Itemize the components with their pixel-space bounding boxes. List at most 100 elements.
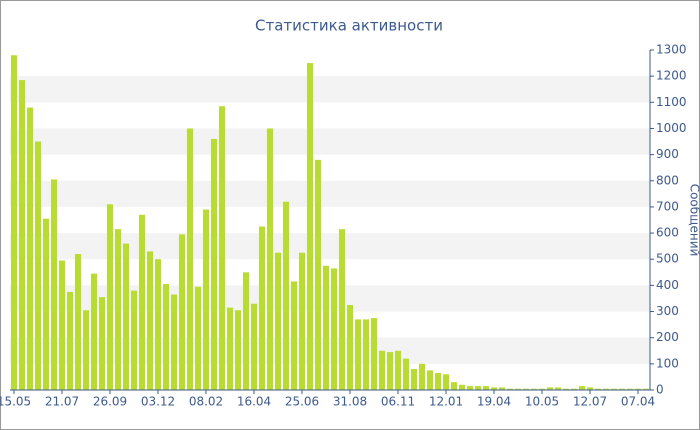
bar bbox=[194, 286, 202, 390]
bar bbox=[594, 388, 602, 390]
y-tick-label: 400 bbox=[656, 278, 679, 292]
bar bbox=[610, 388, 618, 390]
bar bbox=[242, 272, 250, 390]
bar bbox=[202, 209, 210, 390]
bar bbox=[122, 243, 130, 390]
bar bbox=[66, 291, 74, 390]
bar bbox=[386, 352, 394, 390]
bar bbox=[290, 281, 298, 390]
y-axis-title: Сообщений bbox=[688, 184, 700, 257]
bar bbox=[634, 388, 642, 390]
bar bbox=[322, 265, 330, 390]
bar bbox=[170, 294, 178, 390]
bar bbox=[418, 363, 426, 390]
bar bbox=[474, 386, 482, 390]
bar bbox=[178, 234, 186, 390]
grid-band bbox=[10, 180, 650, 207]
bar bbox=[642, 388, 650, 390]
bar bbox=[442, 374, 450, 390]
bar bbox=[58, 260, 66, 390]
bar bbox=[426, 370, 434, 390]
bar bbox=[466, 386, 474, 390]
y-tick-label: 500 bbox=[656, 252, 679, 266]
grid-band bbox=[10, 285, 650, 312]
bar bbox=[98, 297, 106, 390]
x-tick-label: 03.12 bbox=[141, 395, 175, 409]
bar bbox=[554, 387, 562, 390]
x-tick-label: 12.01 bbox=[429, 395, 463, 409]
y-tick-label: 800 bbox=[656, 173, 679, 187]
bar bbox=[282, 201, 290, 390]
grid-band bbox=[10, 337, 650, 364]
bar bbox=[410, 369, 418, 390]
bar bbox=[42, 218, 50, 390]
x-tick-label: 31.08 bbox=[333, 395, 367, 409]
bar bbox=[10, 55, 18, 390]
bar bbox=[354, 319, 362, 390]
bar bbox=[626, 388, 634, 390]
bar bbox=[266, 128, 274, 390]
y-tick-label: 1200 bbox=[656, 69, 687, 83]
bar bbox=[258, 226, 266, 390]
y-tick-label: 600 bbox=[656, 226, 679, 240]
y-tick-label: 100 bbox=[656, 356, 679, 370]
bar bbox=[234, 310, 242, 390]
bar bbox=[346, 305, 354, 390]
bar bbox=[578, 386, 586, 390]
bar bbox=[394, 350, 402, 390]
bar bbox=[458, 384, 466, 390]
bar bbox=[434, 373, 442, 390]
bar bbox=[162, 284, 170, 390]
bar bbox=[146, 251, 154, 390]
bar bbox=[370, 318, 378, 390]
y-tick-label: 300 bbox=[656, 304, 679, 318]
bar bbox=[106, 204, 114, 390]
x-tick-label: 15.05 bbox=[0, 395, 31, 409]
bar bbox=[306, 63, 314, 390]
y-tick-label: 700 bbox=[656, 199, 679, 213]
bar bbox=[602, 388, 610, 390]
bar bbox=[450, 382, 458, 390]
bar bbox=[498, 387, 506, 390]
bar bbox=[570, 388, 578, 390]
bar bbox=[34, 141, 42, 390]
bar bbox=[74, 254, 82, 390]
x-tick-label: 26.09 bbox=[93, 395, 127, 409]
bar bbox=[546, 387, 554, 390]
bar bbox=[490, 387, 498, 390]
x-tick-label: 07.04 bbox=[621, 395, 655, 409]
x-tick-label: 25.06 bbox=[285, 395, 319, 409]
bar bbox=[330, 268, 338, 390]
bar bbox=[530, 388, 538, 390]
x-tick-label: 08.02 bbox=[189, 395, 223, 409]
bar bbox=[82, 310, 90, 390]
y-tick-label: 900 bbox=[656, 147, 679, 161]
chart-title: Статистика активности bbox=[255, 17, 443, 35]
y-tick-label: 1000 bbox=[656, 121, 687, 135]
bar bbox=[114, 229, 122, 390]
x-tick-label: 19.04 bbox=[477, 395, 511, 409]
bar bbox=[50, 179, 58, 390]
x-tick-label: 10.05 bbox=[525, 395, 559, 409]
bar bbox=[338, 229, 346, 390]
x-tick-label: 12.07 bbox=[573, 395, 607, 409]
bar bbox=[586, 387, 594, 390]
bar bbox=[618, 388, 626, 390]
bar bbox=[226, 307, 234, 390]
grid-band bbox=[10, 128, 650, 155]
bar bbox=[378, 350, 386, 390]
y-tick-label: 1100 bbox=[656, 95, 687, 109]
x-tick-label: 21.07 bbox=[45, 395, 79, 409]
bar bbox=[154, 259, 162, 390]
bar bbox=[298, 252, 306, 390]
bar bbox=[482, 386, 490, 390]
x-tick-label: 06.11 bbox=[381, 395, 415, 409]
bar bbox=[250, 303, 258, 390]
grid-band bbox=[10, 76, 650, 103]
bar bbox=[274, 252, 282, 390]
x-tick-label: 16.04 bbox=[237, 395, 271, 409]
bar bbox=[538, 388, 546, 390]
bar bbox=[26, 107, 34, 391]
y-tick-label: 200 bbox=[656, 330, 679, 344]
